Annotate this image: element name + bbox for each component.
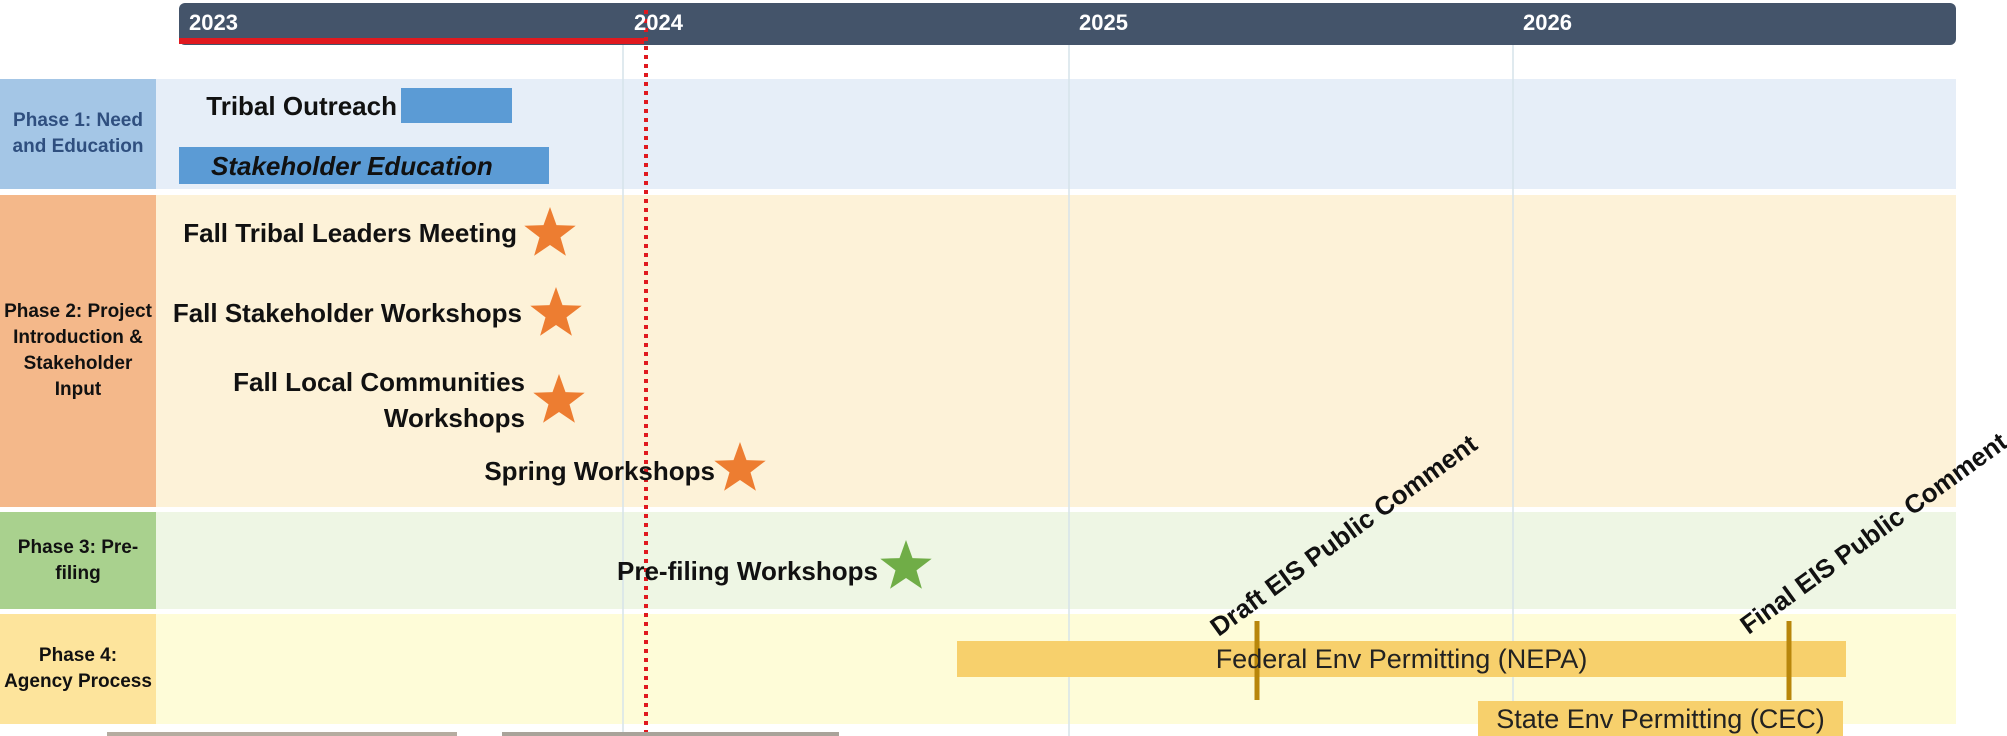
item-label: Fall Local Communities Workshops <box>233 367 525 433</box>
item-label: Tribal Outreach <box>206 91 397 121</box>
tribal-outreach-bar <box>401 88 512 123</box>
phase-label: Phase 4: Agency Process <box>0 614 156 724</box>
item-label: Fall Stakeholder Workshops <box>172 298 522 328</box>
year-label: 2025 <box>1079 10 1128 35</box>
item-label: Spring Workshops <box>484 456 715 486</box>
footer-fragment <box>107 732 457 736</box>
phase-label: Phase 1: Need and Education <box>0 79 156 189</box>
star <box>880 540 932 589</box>
bar-label: State Env Permitting (CEC) <box>1496 704 1825 734</box>
star <box>530 287 582 336</box>
bar-label: Federal Env Permitting (NEPA) <box>1215 644 1588 674</box>
year-label: 2023 <box>189 10 238 35</box>
phase-label: Phase 3: Pre-filing <box>0 512 156 609</box>
star <box>533 374 585 423</box>
phase-label: Phase 2: Project Introduction & Stakehol… <box>0 195 156 507</box>
year-label: 2024 <box>634 10 683 35</box>
star <box>524 207 576 256</box>
phase2-band <box>0 195 1956 507</box>
nepa-bar <box>957 641 1846 677</box>
footer-fragment <box>502 732 839 736</box>
year-header <box>179 3 1956 45</box>
item-label: Stakeholder Education <box>211 151 493 181</box>
phase3-band <box>0 512 1956 609</box>
year-label: 2026 <box>1523 10 1572 35</box>
item-label: Pre-filing Workshops <box>617 556 878 586</box>
item-label: Fall Tribal Leaders Meeting <box>183 218 517 248</box>
stakeholder-education-bar <box>179 147 549 184</box>
progress-bar <box>179 38 644 44</box>
cec-bar <box>1478 701 1843 736</box>
star <box>714 442 766 491</box>
